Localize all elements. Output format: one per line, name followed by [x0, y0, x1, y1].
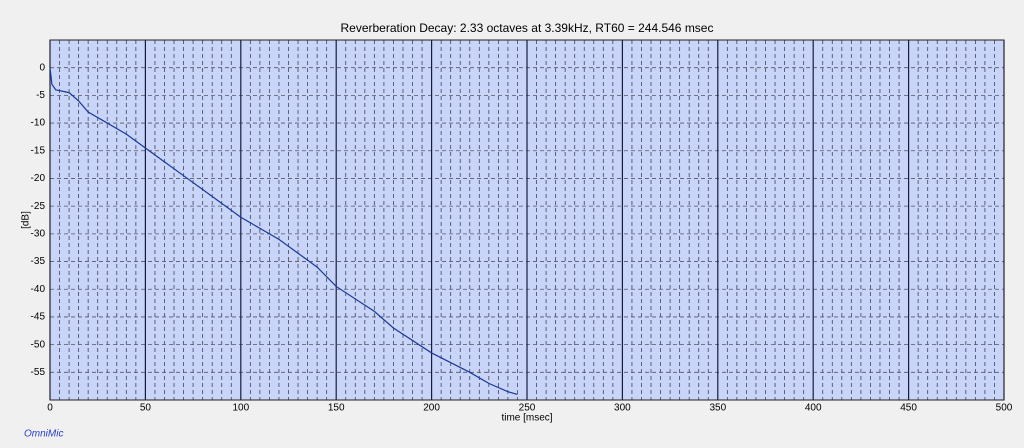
y-tick-label: -15 [31, 145, 46, 156]
x-tick-label: 400 [805, 403, 822, 414]
y-tick-label: -20 [31, 173, 46, 184]
y-tick-label: -30 [31, 228, 46, 239]
x-tick-label: 100 [232, 403, 249, 414]
y-tick-label: -40 [31, 284, 46, 295]
x-tick-label: 50 [140, 403, 152, 414]
x-tick-label: 500 [996, 403, 1013, 414]
x-tick-label: 250 [519, 403, 536, 414]
y-tick-label: -25 [31, 201, 46, 212]
y-tick-label: -35 [31, 256, 46, 267]
y-tick-label: -45 [31, 312, 46, 323]
decay-line [49, 67, 518, 396]
brand-label: OmniMic [24, 429, 63, 440]
x-axis-label: time [msec] [501, 413, 552, 424]
y-tick-label: -55 [31, 367, 46, 378]
x-tick-label: 0 [47, 403, 53, 414]
chart-title: Reverberation Decay: 2.33 octaves at 3.3… [341, 21, 714, 35]
x-tick-label: 150 [328, 403, 345, 414]
plot-frame [49, 39, 1005, 401]
x-tick-label: 350 [709, 403, 726, 414]
x-tick-label: 450 [900, 403, 917, 414]
y-tick-label: 0 [39, 62, 45, 73]
x-tick-label: 300 [614, 403, 631, 414]
y-tick-label: -10 [31, 118, 46, 129]
y-axis-label: [dB] [21, 211, 32, 229]
y-tick-label: -5 [36, 90, 45, 101]
x-tick-label: 200 [423, 403, 440, 414]
y-tick-label: -50 [31, 339, 46, 350]
